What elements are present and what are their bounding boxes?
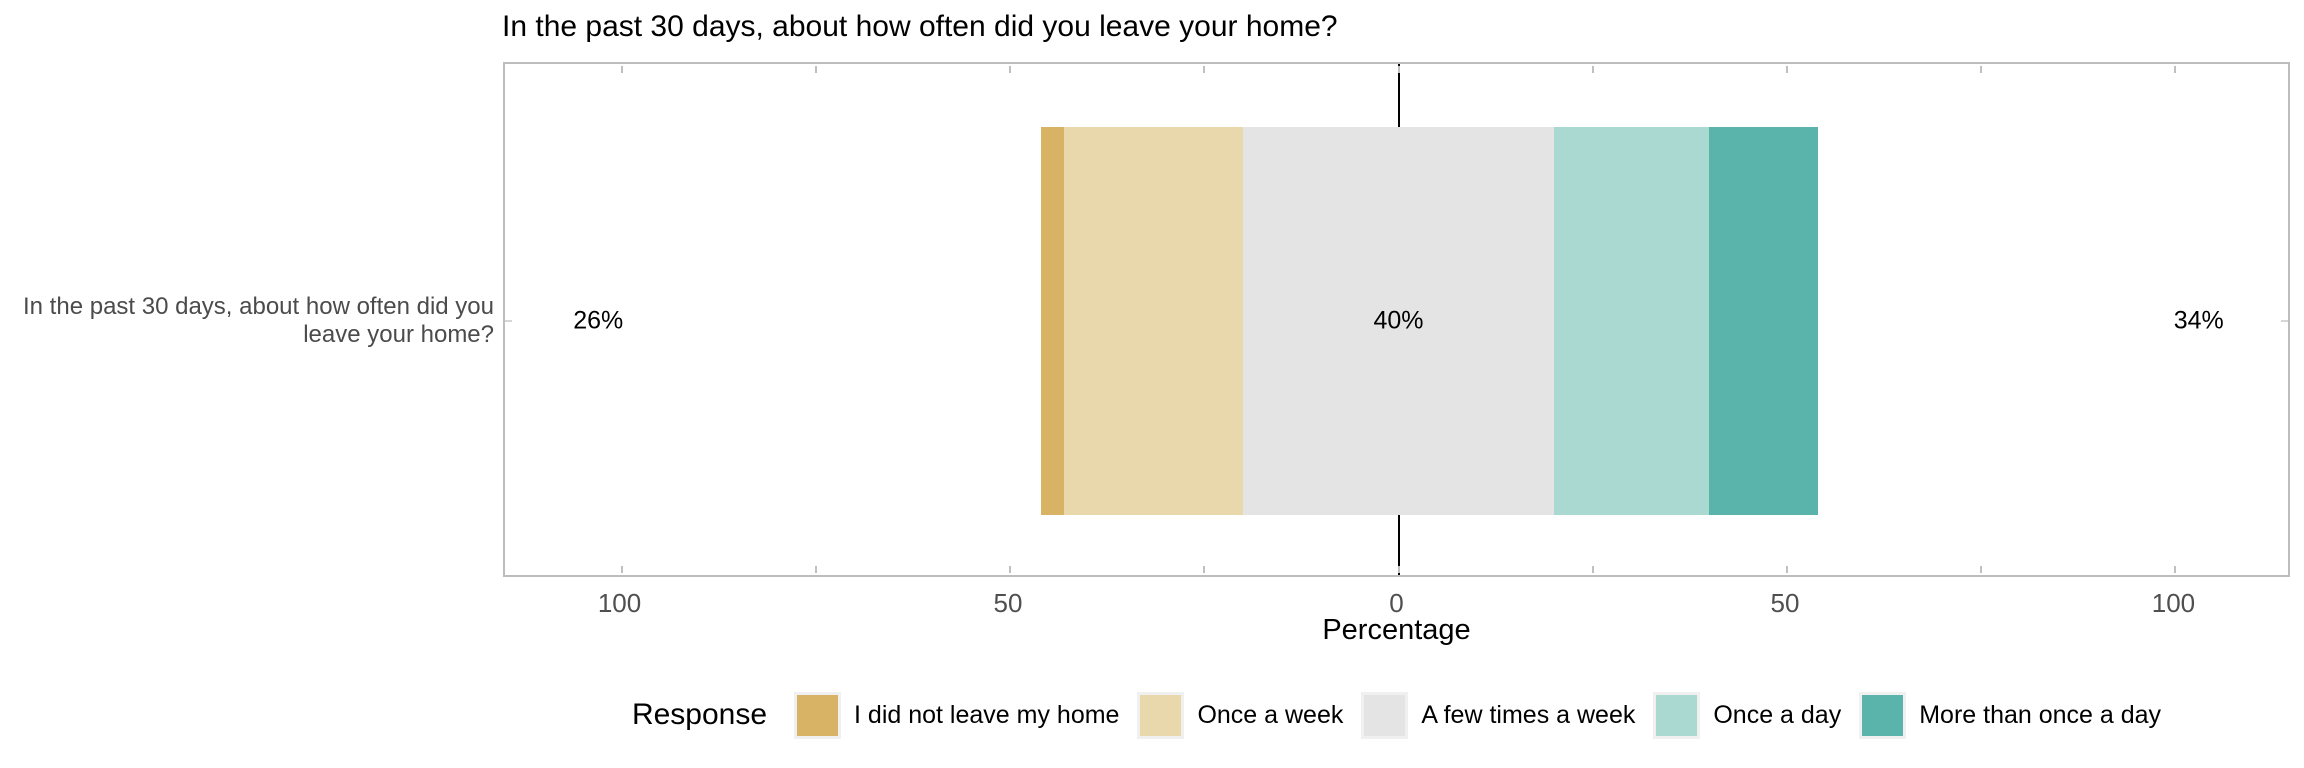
bar-segment-once-a-day — [1553, 127, 1710, 515]
axis-tick — [1397, 566, 1400, 573]
legend-key — [1859, 691, 1907, 739]
legend-item-once-a-day: Once a day — [1653, 691, 1842, 739]
legend-label: More than once a day — [1919, 700, 2162, 729]
axis-tick — [1009, 566, 1012, 573]
axis-tick — [1591, 566, 1594, 573]
axis-tick — [620, 566, 623, 573]
legend-key — [794, 691, 842, 739]
x-axis-tick-label: 100 — [2151, 588, 2196, 618]
axis-tick — [1397, 66, 1400, 73]
y-axis-category-label-line: leave your home? — [303, 321, 494, 348]
category-axis-tick — [2281, 320, 2288, 322]
axis-tick — [2174, 566, 2177, 573]
total-percentage-label: 26% — [573, 306, 624, 335]
axis-tick — [1980, 566, 1983, 573]
x-axis-tick-label: 100 — [597, 588, 642, 618]
legend-key — [1137, 691, 1185, 739]
legend-label: Once a day — [1713, 700, 1842, 729]
axis-tick — [620, 66, 623, 73]
x-axis-title: Percentage — [1322, 614, 1471, 646]
legend-item-more-than-once-a-day: More than once a day — [1859, 691, 2162, 739]
chart-title: In the past 30 days, about how often did… — [502, 10, 1338, 43]
legend: Response I did not leave my home Once a w… — [503, 690, 2290, 740]
legend-label: A few times a week — [1421, 700, 1636, 729]
legend-swatch — [797, 694, 839, 736]
category-axis-tick — [505, 320, 512, 322]
legend-swatch — [1140, 694, 1182, 736]
x-axis-tick-label: 0 — [1389, 588, 1404, 618]
axis-tick — [1591, 66, 1594, 73]
legend-item-i-did-not-leave-my-home: I did not leave my home — [794, 691, 1120, 739]
legend-label: I did not leave my home — [854, 700, 1120, 729]
y-axis-category-label-line: In the past 30 days, about how often did… — [23, 293, 494, 320]
bar-segment-once-a-week — [1064, 127, 1244, 515]
legend-swatch — [1364, 694, 1406, 736]
axis-tick — [1785, 566, 1788, 573]
total-percentage-label: 34% — [2173, 306, 2224, 335]
axis-tick — [814, 566, 817, 573]
axis-tick — [1009, 66, 1012, 73]
axis-tick — [1785, 66, 1788, 73]
axis-tick — [1980, 66, 1983, 73]
bar-segment-i-did-not-leave-my-home — [1041, 127, 1065, 515]
axis-tick — [814, 66, 817, 73]
x-axis-tick-label: 50 — [993, 588, 1023, 618]
legend-swatch — [1656, 694, 1698, 736]
axis-tick — [2174, 66, 2177, 73]
legend-key — [1653, 691, 1701, 739]
total-percentage-label: 40% — [1373, 306, 1424, 335]
bar-segment-more-than-once-a-day — [1709, 127, 1819, 515]
legend-label: Once a week — [1197, 700, 1344, 729]
legend-title: Response — [631, 698, 768, 731]
y-axis-category-label: In the past 30 days, about how often did… — [0, 293, 494, 349]
legend-item-a-few-times-a-week: A few times a week — [1361, 691, 1636, 739]
plot-panel: 26% 40% 34% — [503, 62, 2290, 577]
axis-tick — [1203, 566, 1206, 573]
x-axis-tick-label: 50 — [1770, 588, 1800, 618]
legend-key — [1361, 691, 1409, 739]
bar-segment-a-few-times-a-week — [1243, 127, 1554, 515]
legend-swatch — [1862, 694, 1904, 736]
axis-tick — [1203, 66, 1206, 73]
legend-item-once-a-week: Once a week — [1137, 691, 1344, 739]
